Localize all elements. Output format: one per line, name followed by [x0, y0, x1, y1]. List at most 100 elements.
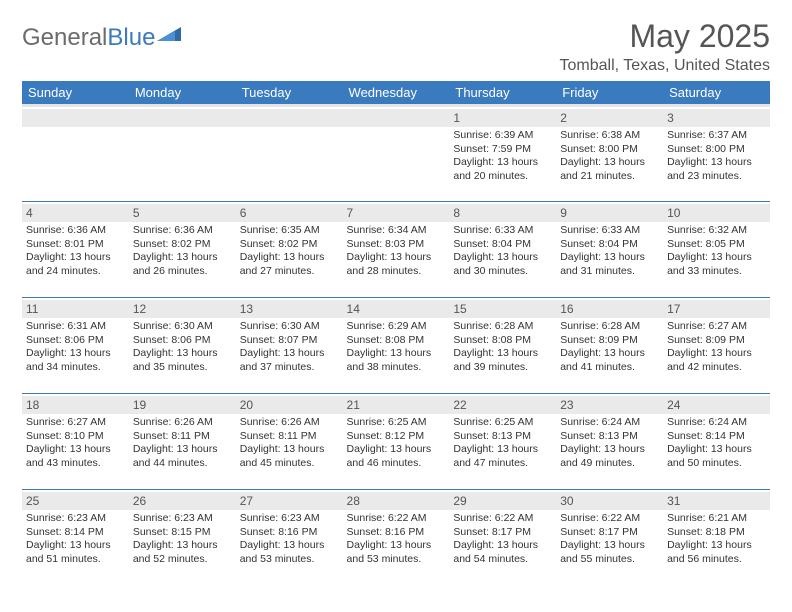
- day-info: Sunrise: 6:30 AMSunset: 8:07 PMDaylight:…: [240, 320, 339, 375]
- logo-triangle-icon: [157, 25, 183, 48]
- calendar-cell: 4 Sunrise: 6:36 AMSunset: 8:01 PMDaylight…: [22, 202, 129, 298]
- day-info: Sunrise: 6:33 AMSunset: 8:04 PMDaylight:…: [453, 224, 552, 279]
- page-header: GeneralBlue May 2025 Tomball, Texas, Uni…: [22, 18, 770, 75]
- weekday-header: Friday: [556, 81, 663, 106]
- calendar-cell: 3 Sunrise: 6:37 AMSunset: 8:00 PMDaylight…: [663, 106, 770, 202]
- calendar-cell: 27 Sunrise: 6:23 AMSunset: 8:16 PMDayligh…: [236, 490, 343, 586]
- day-info: Sunrise: 6:36 AMSunset: 8:01 PMDaylight:…: [26, 224, 125, 279]
- day-info: Sunrise: 6:31 AMSunset: 8:06 PMDaylight:…: [26, 320, 125, 375]
- day-number: 24: [663, 396, 770, 414]
- calendar-cell: 6 Sunrise: 6:35 AMSunset: 8:02 PMDaylight…: [236, 202, 343, 298]
- day-number: 2: [556, 109, 663, 127]
- day-number: 31: [663, 492, 770, 510]
- calendar-cell: 16Sunrise: 6:28 AMSunset: 8:09 PMDayligh…: [556, 298, 663, 394]
- title-block: May 2025 Tomball, Texas, United States: [560, 18, 770, 75]
- day-number: 19: [129, 396, 236, 414]
- day-info: Sunrise: 6:28 AMSunset: 8:08 PMDaylight:…: [453, 320, 552, 375]
- day-info: Sunrise: 6:39 AMSunset: 7:59 PMDaylight:…: [453, 129, 552, 184]
- day-number: 20: [236, 396, 343, 414]
- day-info: Sunrise: 6:28 AMSunset: 8:09 PMDaylight:…: [560, 320, 659, 375]
- location-text: Tomball, Texas, United States: [560, 57, 770, 75]
- day-number: 6: [236, 204, 343, 222]
- calendar-cell: 8Sunrise: 6:33 AMSunset: 8:04 PMDaylight…: [449, 202, 556, 298]
- calendar-cell: [343, 106, 450, 202]
- calendar-week: 18 Sunrise: 6:27 AMSunset: 8:10 PMDayligh…: [22, 394, 770, 490]
- day-number: 4: [22, 204, 129, 222]
- logo: GeneralBlue: [22, 24, 183, 52]
- calendar-week: 4 Sunrise: 6:36 AMSunset: 8:01 PMDaylight…: [22, 202, 770, 298]
- logo-text: GeneralBlue: [22, 24, 155, 52]
- day-info: Sunrise: 6:26 AMSunset: 8:11 PMDaylight:…: [133, 416, 232, 471]
- calendar-cell: 13 Sunrise: 6:30 AMSunset: 8:07 PMDayligh…: [236, 298, 343, 394]
- calendar-cell: 1 Sunrise: 6:39 AMSunset: 7:59 PMDaylight…: [449, 106, 556, 202]
- day-number: 9: [556, 204, 663, 222]
- calendar-cell: 10Sunrise: 6:32 AMSunset: 8:05 PMDayligh…: [663, 202, 770, 298]
- day-info: Sunrise: 6:33 AMSunset: 8:04 PMDaylight:…: [560, 224, 659, 279]
- calendar-cell: 18 Sunrise: 6:27 AMSunset: 8:10 PMDayligh…: [22, 394, 129, 490]
- day-number: [343, 109, 450, 127]
- calendar-cell: 21 Sunrise: 6:25 AMSunset: 8:12 PMDayligh…: [343, 394, 450, 490]
- calendar-week: 25 Sunrise: 6:23 AMSunset: 8:14 PMDayligh…: [22, 490, 770, 586]
- logo-part2: Blue: [107, 24, 155, 51]
- day-number: 10: [663, 204, 770, 222]
- day-info: Sunrise: 6:24 AMSunset: 8:14 PMDaylight:…: [667, 416, 766, 471]
- day-number: 1: [449, 109, 556, 127]
- day-number: 12: [129, 300, 236, 318]
- weekday-header: Saturday: [663, 81, 770, 106]
- day-info: Sunrise: 6:38 AMSunset: 8:00 PMDaylight:…: [560, 129, 659, 184]
- day-number: 5: [129, 204, 236, 222]
- calendar-cell: 24 Sunrise: 6:24 AMSunset: 8:14 PMDayligh…: [663, 394, 770, 490]
- day-number: 23: [556, 396, 663, 414]
- weekday-header: Thursday: [449, 81, 556, 106]
- month-title: May 2025: [560, 18, 770, 55]
- calendar-cell: 28Sunrise: 6:22 AMSunset: 8:16 PMDayligh…: [343, 490, 450, 586]
- calendar-cell: 12 Sunrise: 6:30 AMSunset: 8:06 PMDayligh…: [129, 298, 236, 394]
- day-number: 22: [449, 396, 556, 414]
- day-info: Sunrise: 6:35 AMSunset: 8:02 PMDaylight:…: [240, 224, 339, 279]
- weekday-header: Tuesday: [236, 81, 343, 106]
- day-number: 14: [343, 300, 450, 318]
- calendar-week: 11 Sunrise: 6:31 AMSunset: 8:06 PMDayligh…: [22, 298, 770, 394]
- day-info: Sunrise: 6:36 AMSunset: 8:02 PMDaylight:…: [133, 224, 232, 279]
- day-number: 28: [343, 492, 450, 510]
- day-info: Sunrise: 6:27 AMSunset: 8:10 PMDaylight:…: [26, 416, 125, 471]
- calendar-cell: 29Sunrise: 6:22 AMSunset: 8:17 PMDayligh…: [449, 490, 556, 586]
- day-info: Sunrise: 6:23 AMSunset: 8:16 PMDaylight:…: [240, 512, 339, 567]
- day-number: 21: [343, 396, 450, 414]
- logo-part1: General: [22, 24, 107, 51]
- day-number: 18: [22, 396, 129, 414]
- day-info: Sunrise: 6:21 AMSunset: 8:18 PMDaylight:…: [667, 512, 766, 567]
- calendar-cell: 11 Sunrise: 6:31 AMSunset: 8:06 PMDayligh…: [22, 298, 129, 394]
- weekday-header: Monday: [129, 81, 236, 106]
- day-info: Sunrise: 6:30 AMSunset: 8:06 PMDaylight:…: [133, 320, 232, 375]
- day-info: Sunrise: 6:37 AMSunset: 8:00 PMDaylight:…: [667, 129, 766, 184]
- weekday-header: Wednesday: [343, 81, 450, 106]
- day-number: 3: [663, 109, 770, 127]
- day-number: 26: [129, 492, 236, 510]
- calendar-cell: 15Sunrise: 6:28 AMSunset: 8:08 PMDayligh…: [449, 298, 556, 394]
- calendar-body: 1 Sunrise: 6:39 AMSunset: 7:59 PMDaylight…: [22, 106, 770, 586]
- calendar-week: 1 Sunrise: 6:39 AMSunset: 7:59 PMDaylight…: [22, 106, 770, 202]
- calendar-cell: 9 Sunrise: 6:33 AMSunset: 8:04 PMDaylight…: [556, 202, 663, 298]
- day-number: 29: [449, 492, 556, 510]
- calendar-cell: 20 Sunrise: 6:26 AMSunset: 8:11 PMDayligh…: [236, 394, 343, 490]
- weekday-header: Sunday: [22, 81, 129, 106]
- day-info: Sunrise: 6:26 AMSunset: 8:11 PMDaylight:…: [240, 416, 339, 471]
- calendar-cell: [129, 106, 236, 202]
- day-info: Sunrise: 6:29 AMSunset: 8:08 PMDaylight:…: [347, 320, 446, 375]
- day-info: Sunrise: 6:23 AMSunset: 8:14 PMDaylight:…: [26, 512, 125, 567]
- day-number: [129, 109, 236, 127]
- calendar-cell: 5 Sunrise: 6:36 AMSunset: 8:02 PMDaylight…: [129, 202, 236, 298]
- day-number: [22, 109, 129, 127]
- day-number: 13: [236, 300, 343, 318]
- calendar-cell: [22, 106, 129, 202]
- calendar-cell: 23Sunrise: 6:24 AMSunset: 8:13 PMDayligh…: [556, 394, 663, 490]
- day-number: 11: [22, 300, 129, 318]
- day-number: [236, 109, 343, 127]
- day-info: Sunrise: 6:25 AMSunset: 8:12 PMDaylight:…: [347, 416, 446, 471]
- calendar-cell: 7Sunrise: 6:34 AMSunset: 8:03 PMDaylight…: [343, 202, 450, 298]
- calendar-cell: 2 Sunrise: 6:38 AMSunset: 8:00 PMDaylight…: [556, 106, 663, 202]
- day-number: 25: [22, 492, 129, 510]
- day-number: 7: [343, 204, 450, 222]
- day-number: 27: [236, 492, 343, 510]
